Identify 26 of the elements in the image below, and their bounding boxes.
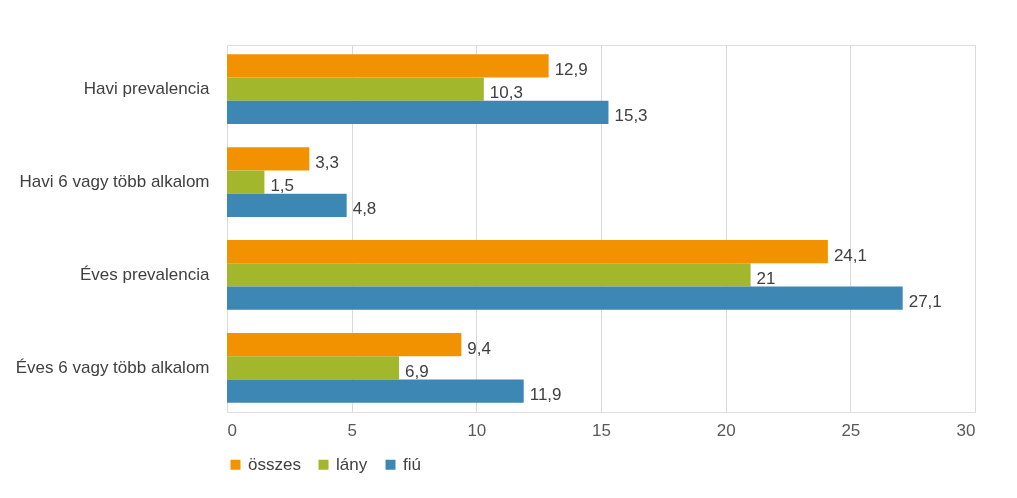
data-label: 6,9 [405,361,429,381]
data-label: 3,3 [315,152,339,172]
x-tick-label: 10 [467,420,487,440]
y-tick-label: Havi 6 vagy több alkalom [19,172,210,192]
x-tick-label: 0 [227,420,237,440]
legend-label: lány [336,454,368,474]
data-label: 15,3 [614,106,648,126]
data-label: 9,4 [467,338,492,358]
legend-label: összes [248,454,301,474]
y-tick-label: Éves prevalencia [80,264,211,284]
x-tick-label: 15 [592,420,611,440]
x-tick-label: 20 [716,420,736,440]
data-label: 10,3 [489,83,523,103]
data-label: 1,5 [270,176,295,196]
data-label: 4,8 [352,199,377,219]
legend-label: fiú [403,454,421,474]
x-tick-label: 25 [841,420,861,440]
data-label: 21 [756,268,776,288]
data-label: 11,9 [529,385,562,405]
y-tick-label: Éves 6 vagy több alkalom [15,357,210,377]
x-tick-label: 30 [956,420,976,440]
data-label: 27,1 [908,292,942,312]
data-label: 12,9 [554,59,588,79]
data-label: 24,1 [833,245,867,265]
y-tick-label: Havi prevalencia [83,79,211,99]
x-tick-label: 5 [347,420,357,440]
